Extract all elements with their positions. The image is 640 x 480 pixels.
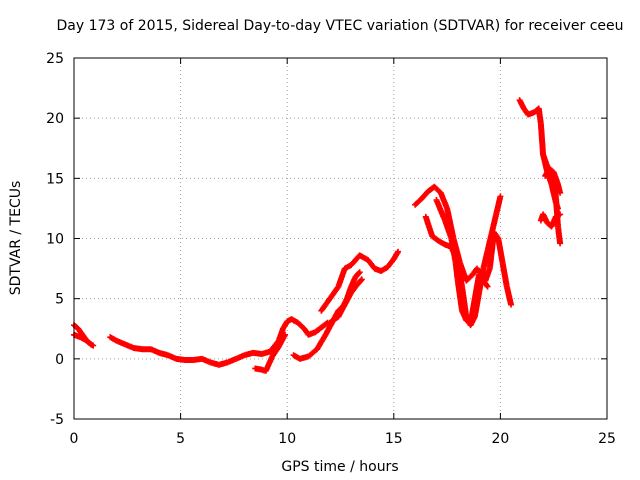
x-tick-label: 25 bbox=[598, 431, 616, 447]
y-axis-label: SDTVAR / TECUs bbox=[8, 181, 24, 296]
series-seg14 bbox=[542, 165, 564, 196]
y-tick-label: 15 bbox=[46, 171, 64, 187]
y-tick-label: 20 bbox=[46, 111, 64, 127]
x-axis-label: GPS time / hours bbox=[281, 459, 398, 475]
series-seg5 bbox=[290, 269, 363, 362]
x-tick-label: 15 bbox=[385, 431, 403, 447]
series-seg3 bbox=[107, 316, 331, 368]
series-seg6 bbox=[318, 248, 402, 314]
x-tick-label: 10 bbox=[278, 431, 296, 447]
chart-title: Day 173 of 2015, Sidereal Day-to-day VTE… bbox=[56, 18, 623, 34]
series-trail bbox=[434, 198, 490, 326]
grid bbox=[74, 58, 607, 419]
y-tick-label: 10 bbox=[46, 232, 64, 248]
series-trail bbox=[319, 249, 401, 313]
x-tick-label: 0 bbox=[70, 431, 79, 447]
y-tick-label: -5 bbox=[50, 412, 64, 428]
series-seg7 bbox=[326, 276, 365, 326]
x-tick-label: 5 bbox=[176, 431, 185, 447]
y-tick-label: 25 bbox=[46, 51, 64, 67]
data-points bbox=[71, 97, 564, 374]
y-tick-label: 5 bbox=[55, 292, 64, 308]
y-tick-label: 0 bbox=[55, 352, 64, 368]
series-trail bbox=[72, 332, 93, 347]
series-trail bbox=[108, 316, 330, 368]
series-trail bbox=[542, 166, 563, 195]
series-trail bbox=[328, 277, 364, 325]
x-tick-label: 20 bbox=[491, 431, 509, 447]
axis-ticks bbox=[73, 57, 608, 420]
series-seg10 bbox=[433, 196, 491, 326]
tick-labels: 0 5 10 15 20 25 -5 0 5 10 15 20 25 bbox=[46, 51, 616, 447]
series-trail bbox=[253, 333, 288, 374]
series-trail bbox=[291, 270, 362, 362]
series-seg4 bbox=[252, 331, 289, 374]
